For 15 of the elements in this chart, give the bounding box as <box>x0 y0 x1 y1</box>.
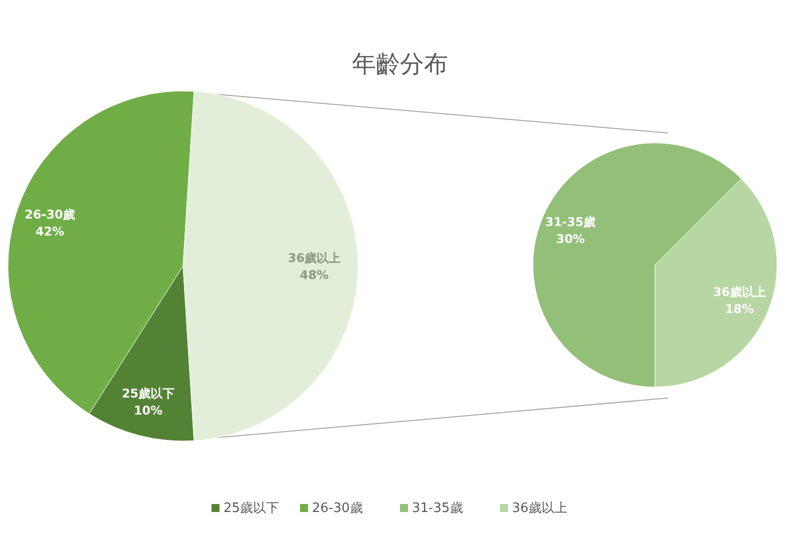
data-label: 30% <box>556 232 585 246</box>
slice-label: 31-35歲 <box>545 214 596 229</box>
data-label: 18% <box>725 302 754 316</box>
chart-title: 年齡分布 <box>352 50 448 78</box>
slice-label: 36歲以上 <box>288 251 341 265</box>
data-label: 42% <box>35 224 64 239</box>
category-label: 25歲以下 <box>224 501 280 516</box>
data-label: 48% <box>300 268 329 282</box>
slice-label: 26-30歲 <box>24 208 76 222</box>
slice-label: 25歲以下 <box>122 386 175 401</box>
category-label: 26-30歲 <box>312 501 363 516</box>
data-label: 10% <box>134 404 163 418</box>
legend-label: 36歲以上 <box>512 501 568 516</box>
legend-label: 31-35歲 <box>412 501 463 516</box>
slice-label: 36歲以上 <box>713 285 766 300</box>
